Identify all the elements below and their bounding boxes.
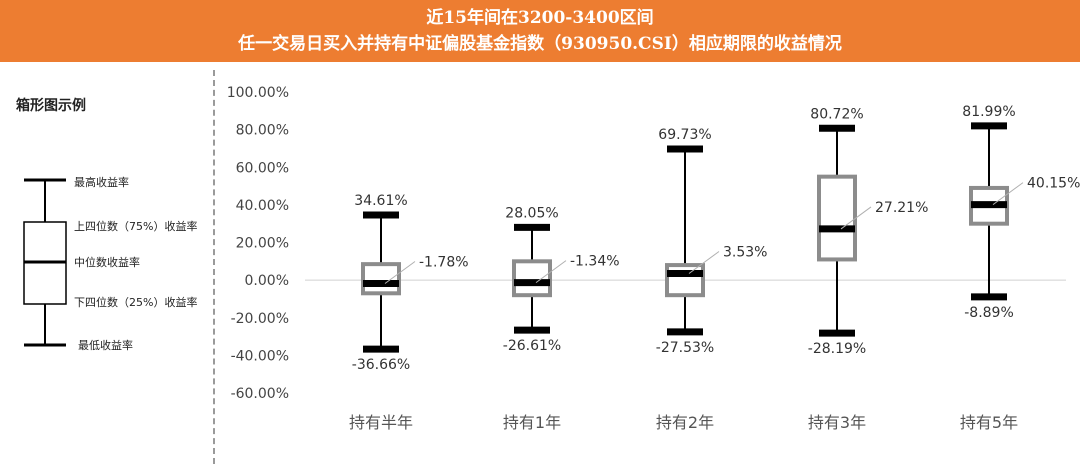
iqr-box <box>667 265 703 295</box>
max-label: 28.05% <box>505 205 558 221</box>
min-label: -26.61% <box>503 338 561 354</box>
y-tick-label: 20.00% <box>236 236 289 252</box>
category-label: 持有3年 <box>808 413 866 432</box>
y-tick-label: 80.00% <box>236 123 289 139</box>
y-tick-label: 100.00% <box>227 85 289 101</box>
median-label: -1.78% <box>419 254 469 270</box>
min-label: -36.66% <box>352 357 410 373</box>
category-label: 持有1年 <box>503 413 561 432</box>
category-label: 持有5年 <box>960 413 1018 432</box>
y-tick-label: 60.00% <box>236 160 289 176</box>
iqr-box <box>363 264 399 293</box>
y-tick-label: -40.00% <box>231 348 289 364</box>
max-label: 80.72% <box>810 106 863 122</box>
min-label: -27.53% <box>656 340 714 356</box>
max-label: 81.99% <box>962 104 1015 120</box>
category-label: 持有2年 <box>656 413 714 432</box>
category-label: 持有半年 <box>349 413 413 432</box>
median-label: -1.34% <box>570 254 620 270</box>
median-label: 27.21% <box>875 200 928 216</box>
median-label: 40.15% <box>1027 176 1080 192</box>
median-label: 3.53% <box>723 244 767 260</box>
iqr-box <box>819 177 855 260</box>
max-label: 69.73% <box>658 127 711 143</box>
min-label: -28.19% <box>808 341 866 357</box>
min-label: -8.89% <box>964 305 1014 321</box>
max-label: 34.61% <box>354 193 407 209</box>
y-tick-label: -20.00% <box>231 311 289 327</box>
y-tick-label: 0.00% <box>245 273 289 289</box>
iqr-box <box>514 261 550 295</box>
y-tick-label: 40.00% <box>236 198 289 214</box>
y-tick-label: -60.00% <box>231 386 289 402</box>
